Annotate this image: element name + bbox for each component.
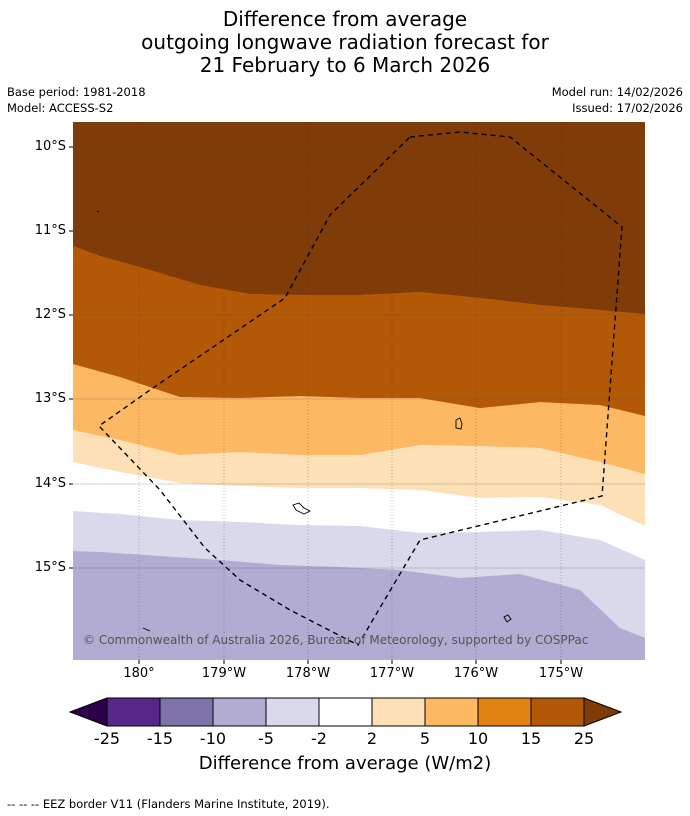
lat-label-11s: 11°S xyxy=(34,223,66,238)
lat-label-14s: 14°S xyxy=(34,476,66,491)
colorbar-seg--25 xyxy=(106,697,161,727)
island-small-sw xyxy=(142,627,151,632)
lon-label-180: 180° xyxy=(123,666,155,681)
colorbar xyxy=(68,697,623,727)
model-run: Model run: 14/02/2026 xyxy=(551,85,683,99)
lon-label-178w: 178°W xyxy=(285,666,331,681)
colorbar-label: 2 xyxy=(366,729,378,748)
chart-title: Difference from average outgoing longwav… xyxy=(0,8,690,77)
island-swains xyxy=(503,614,512,623)
lat-label-10s: 10°S xyxy=(34,139,66,154)
island-fakaofo xyxy=(455,417,463,430)
colorbar-low-triangle xyxy=(68,697,108,727)
lon-label-176w: 176°W xyxy=(453,666,499,681)
band-b25p-main xyxy=(73,122,645,314)
title-line-2: outgoing longwave radiation forecast for xyxy=(141,30,549,54)
lon-label-177w: 177°W xyxy=(369,666,415,681)
eez-border xyxy=(97,131,623,646)
colorbar-seg--2 xyxy=(318,697,373,727)
colorbar-label: -5 xyxy=(258,729,274,748)
colorbar-label: 5 xyxy=(419,729,431,748)
lon-ticks xyxy=(138,660,562,664)
colorbar-label: -10 xyxy=(199,729,227,748)
colorbar-label: 25 xyxy=(573,729,595,748)
lat-label-12s: 12°S xyxy=(34,307,66,322)
parallels xyxy=(73,146,645,569)
island-atafu xyxy=(292,502,312,515)
colorbar-seg-2 xyxy=(371,697,426,727)
base-period: Base period: 1981-2018 xyxy=(7,85,146,99)
colorbar-label: -15 xyxy=(146,729,174,748)
lat-label-15s: 15°S xyxy=(34,560,66,575)
colorbar-label: 15 xyxy=(520,729,542,748)
colorbar-seg--5 xyxy=(265,697,320,727)
title-line-1: Difference from average xyxy=(222,7,468,31)
lat-ticks xyxy=(69,146,73,569)
map-plot-area xyxy=(73,122,645,660)
band-b15-25-main xyxy=(73,246,645,416)
colorbar-seg-10 xyxy=(477,697,532,727)
colorbar-seg-15 xyxy=(530,697,585,727)
island-small-nw xyxy=(96,210,100,213)
model-name: Model: ACCESS-S2 xyxy=(7,101,114,115)
colorbar-seg--15 xyxy=(159,697,214,727)
lon-label-175w: 175°W xyxy=(538,666,584,681)
colorbar-high-triangle xyxy=(583,697,623,727)
colorbar-label: 10 xyxy=(467,729,489,748)
lon-label-179w: 179°W xyxy=(201,666,247,681)
copyright-notice: © Commonwealth of Australia 2026, Bureau… xyxy=(83,633,589,647)
islands xyxy=(96,210,512,632)
colorbar-label: -2 xyxy=(311,729,327,748)
colorbar-seg-5 xyxy=(424,697,479,727)
meta-right: Model run: 14/02/2026 Issued: 17/02/2026 xyxy=(552,84,683,116)
title-line-3: 21 February to 6 March 2026 xyxy=(199,53,491,77)
colorbar-seg--10 xyxy=(212,697,267,727)
lat-label-13s: 13°S xyxy=(34,391,66,406)
issued-date: Issued: 17/02/2026 xyxy=(572,101,683,115)
meta-left: Base period: 1981-2018 Model: ACCESS-S2 xyxy=(7,84,146,116)
colorbar-title: Difference from average (W/m2) xyxy=(198,753,492,774)
eez-footnote: -- -- -- EEZ border V11 (Flanders Marine… xyxy=(7,797,330,811)
colorbar-label: -25 xyxy=(93,729,121,748)
